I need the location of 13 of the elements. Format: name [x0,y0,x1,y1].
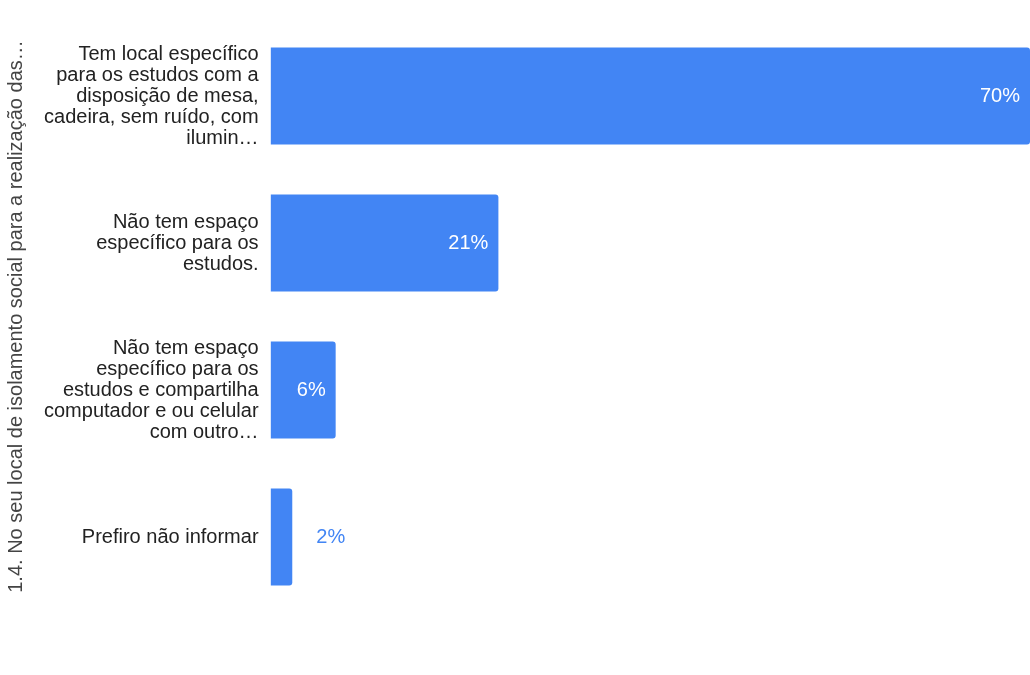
data-label: 21% [448,230,489,253]
y-tick-label: Tem local específico para os estudos com a disposição de mesa, cadeira, sem ruído, com ilumin… [44,41,260,148]
y-axis-title: 1.4. No seu local de isolamento social para a realização das… [3,40,26,593]
bar [270,488,293,586]
data-label: 70% [979,83,1021,106]
bar [270,47,1030,145]
y-tick-label: Não tem espaço específico para os estudos. [96,209,259,274]
y-tick-label: Não tem espaço específico para os estudos e compartilha computador e ou celular com outro… [43,335,260,442]
y-tick-label: Prefiro não informar [81,524,259,547]
bar [270,194,499,292]
bar [270,341,336,439]
data-label: 6% [296,377,326,400]
data-label: 2% [316,524,346,547]
